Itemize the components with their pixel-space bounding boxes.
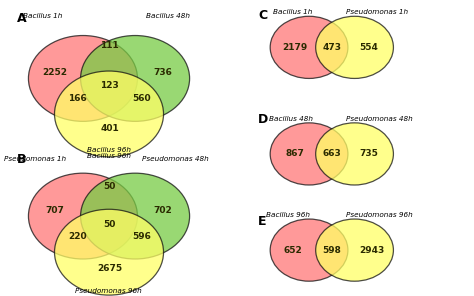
- Text: Pseudomonas 96h: Pseudomonas 96h: [346, 213, 412, 218]
- Text: 560: 560: [132, 94, 151, 103]
- Ellipse shape: [316, 219, 393, 281]
- Text: 401: 401: [100, 124, 119, 133]
- Text: 663: 663: [322, 149, 341, 158]
- Text: Bacillus 96h: Bacillus 96h: [87, 153, 130, 159]
- Text: Bacillus 96h: Bacillus 96h: [87, 147, 131, 153]
- Ellipse shape: [28, 36, 137, 121]
- Ellipse shape: [81, 36, 190, 121]
- Text: 50: 50: [103, 182, 116, 191]
- Text: 2675: 2675: [97, 264, 122, 273]
- Text: 2179: 2179: [283, 43, 308, 52]
- Text: Bacillus 96h: Bacillus 96h: [266, 213, 310, 218]
- Ellipse shape: [81, 173, 190, 259]
- Text: Bacillus 48h: Bacillus 48h: [269, 116, 312, 122]
- Text: 652: 652: [283, 246, 302, 255]
- Ellipse shape: [270, 123, 348, 185]
- Text: A: A: [17, 12, 26, 25]
- Text: Pseudomonas 48h: Pseudomonas 48h: [346, 116, 412, 122]
- Text: Pseudomonas 1h: Pseudomonas 1h: [4, 156, 67, 162]
- Ellipse shape: [270, 219, 348, 281]
- Text: Bacillus 1h: Bacillus 1h: [23, 13, 63, 19]
- Text: D: D: [258, 113, 269, 126]
- Text: 598: 598: [322, 246, 341, 255]
- Text: 111: 111: [100, 41, 119, 50]
- Text: Bacillus 1h: Bacillus 1h: [273, 9, 312, 15]
- Text: 596: 596: [132, 232, 151, 241]
- Text: Pseudomonas 48h: Pseudomonas 48h: [142, 156, 209, 162]
- Text: 2252: 2252: [42, 68, 67, 77]
- Text: Pseudomonas 96h: Pseudomonas 96h: [75, 288, 141, 294]
- Ellipse shape: [270, 16, 348, 78]
- Text: 50: 50: [103, 221, 116, 229]
- Text: 867: 867: [286, 149, 305, 158]
- Text: 473: 473: [322, 43, 341, 52]
- Text: 123: 123: [100, 81, 119, 90]
- Text: B: B: [17, 153, 26, 166]
- Text: 220: 220: [68, 232, 87, 241]
- Text: E: E: [258, 215, 267, 229]
- Text: 736: 736: [153, 68, 172, 77]
- Text: C: C: [258, 9, 267, 22]
- Text: 702: 702: [153, 206, 172, 215]
- Ellipse shape: [55, 209, 164, 295]
- Ellipse shape: [316, 16, 393, 78]
- Text: Bacillus 48h: Bacillus 48h: [146, 13, 190, 19]
- Text: 166: 166: [68, 94, 87, 103]
- Ellipse shape: [316, 123, 393, 185]
- Text: 735: 735: [359, 149, 378, 158]
- Text: 2943: 2943: [359, 246, 385, 255]
- Ellipse shape: [28, 173, 137, 259]
- Text: 554: 554: [359, 43, 378, 52]
- Text: Pseudomonas 1h: Pseudomonas 1h: [346, 9, 408, 15]
- Ellipse shape: [55, 71, 164, 157]
- Text: 707: 707: [45, 206, 64, 215]
